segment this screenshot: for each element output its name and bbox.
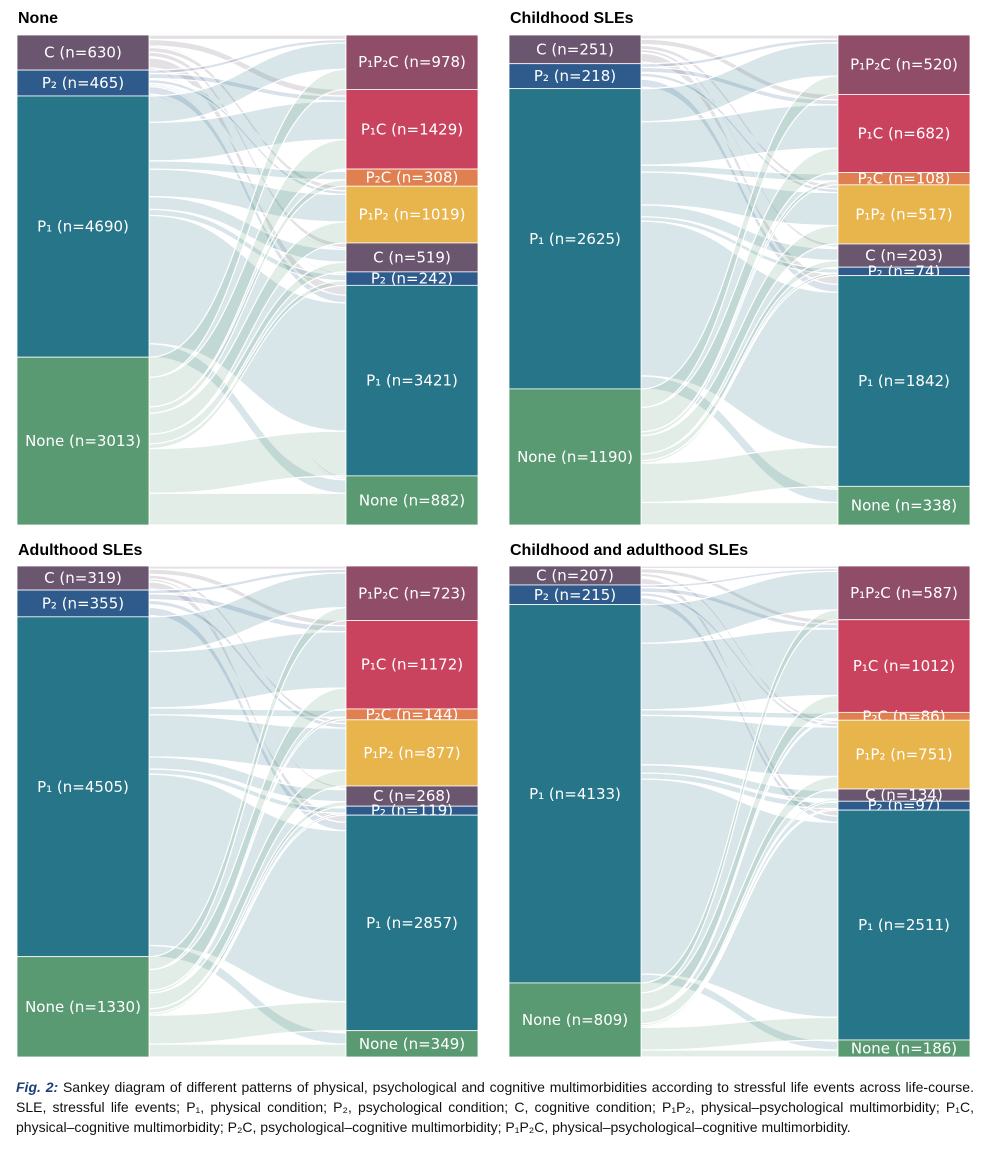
right-node-label: P₁ (n=3421) bbox=[366, 372, 458, 390]
right-node-p1 bbox=[345, 814, 479, 1032]
flow-links bbox=[148, 565, 347, 1058]
right-node-label: P₁ (n=2511) bbox=[858, 916, 950, 934]
panel-childhood-sles: Childhood SLEs C (n=251) P₂ (n=218) P₁ (n=… bbox=[508, 10, 971, 526]
left-node-none bbox=[16, 956, 150, 1058]
left-node-label: None (n=1330) bbox=[25, 998, 141, 1016]
right-node-label: P₂C (n=308) bbox=[366, 169, 459, 187]
panel-title: Childhood SLEs bbox=[510, 10, 634, 27]
left-node-label: P₂ (n=218) bbox=[534, 67, 616, 85]
flow-link bbox=[148, 1043, 347, 1058]
right-node-p1p2 bbox=[345, 185, 479, 244]
left-node-none bbox=[508, 982, 642, 1058]
flow-links bbox=[640, 34, 839, 526]
left-node-none bbox=[508, 388, 642, 526]
left-node-label: C (n=630) bbox=[44, 44, 122, 62]
left-node-label: P₁ (n=2625) bbox=[529, 230, 621, 248]
left-node-label: None (n=3013) bbox=[25, 432, 141, 450]
right-node-label: P₂C (n=108) bbox=[858, 170, 951, 188]
right-node-p1c bbox=[837, 619, 971, 713]
right-node-label: C (n=134) bbox=[865, 786, 943, 804]
right-node-p1c bbox=[345, 620, 479, 710]
left-node-none bbox=[16, 356, 150, 526]
panel-title: Adulthood SLEs bbox=[18, 542, 143, 559]
left-node-label: P₂ (n=465) bbox=[42, 74, 124, 92]
right-node-label: P₁ (n=1842) bbox=[858, 372, 950, 390]
panel-title: Childhood and adulthood SLEs bbox=[510, 542, 748, 559]
right-node-label: None (n=338) bbox=[851, 497, 957, 515]
right-node-p1p2c bbox=[837, 34, 971, 95]
flow-links bbox=[640, 565, 839, 1058]
left-node-p1 bbox=[16, 95, 150, 358]
right-node-p1p2c bbox=[345, 34, 479, 90]
caption-lead: Fig. 2: bbox=[16, 1079, 59, 1095]
right-node-label: P₁C (n=1172) bbox=[361, 656, 463, 674]
right-node-label: None (n=882) bbox=[359, 491, 465, 509]
flow-link bbox=[148, 565, 347, 570]
flow-link bbox=[640, 501, 839, 526]
right-node-label: P₁P₂C (n=978) bbox=[358, 53, 466, 71]
right-node-none bbox=[345, 1030, 479, 1058]
left-node-label: C (n=207) bbox=[536, 566, 614, 584]
right-node-label: P₁P₂C (n=520) bbox=[850, 56, 958, 74]
right-node-label: C (n=203) bbox=[865, 247, 943, 265]
left-node-p2 bbox=[16, 69, 150, 97]
left-node-label: P₂ (n=355) bbox=[42, 594, 124, 612]
right-node-label: P₁P₂ (n=751) bbox=[855, 746, 952, 764]
flow-link bbox=[148, 492, 347, 526]
left-node-label: P₁ (n=4690) bbox=[37, 218, 129, 236]
right-node-label: P₁ (n=2857) bbox=[366, 914, 458, 932]
flow-link bbox=[148, 34, 347, 41]
right-node-label: P₁P₂ (n=517) bbox=[855, 205, 952, 223]
right-node-label: P₁C (n=1429) bbox=[361, 120, 463, 138]
right-node-none bbox=[837, 485, 971, 526]
right-node-p1 bbox=[837, 809, 971, 1041]
left-node-label: None (n=1190) bbox=[517, 448, 633, 466]
left-node-p1 bbox=[508, 88, 642, 390]
right-node-label: P₁P₂ (n=1019) bbox=[359, 206, 466, 224]
panel-adulthood-sles: Adulthood SLEs C (n=319) P₂ (n=355) P₁ (n=… bbox=[16, 542, 479, 1058]
right-node-label: P₁P₂C (n=723) bbox=[358, 584, 466, 602]
right-node-p1c bbox=[837, 94, 971, 173]
right-node-label: C (n=519) bbox=[373, 248, 451, 266]
right-node-label: None (n=349) bbox=[359, 1035, 465, 1053]
panel-none: None C (n=630) P₂ (n=465) P₁ (n=4690) None … bbox=[16, 10, 479, 526]
left-node-c bbox=[16, 34, 150, 71]
figure-caption: Fig. 2: Sankey diagram of different patt… bbox=[16, 1077, 974, 1137]
flow-link bbox=[640, 34, 839, 40]
left-node-label: C (n=251) bbox=[536, 40, 614, 58]
panel-title: None bbox=[18, 10, 58, 27]
right-node-label: C (n=268) bbox=[373, 787, 451, 805]
caption-text: Sankey diagram of different patterns of … bbox=[16, 1079, 974, 1135]
left-node-label: C (n=319) bbox=[44, 569, 122, 587]
right-node-p1 bbox=[345, 284, 479, 477]
left-node-label: None (n=809) bbox=[522, 1011, 628, 1029]
panel-childhood-and-adulthood-sles: Childhood and adulthood SLEs C (n=207) P₂… bbox=[508, 542, 971, 1058]
left-node-label: P₁ (n=4505) bbox=[37, 778, 129, 796]
right-node-label: P₁C (n=1012) bbox=[853, 657, 955, 675]
left-node-label: P₂ (n=215) bbox=[534, 586, 616, 604]
left-node-label: P₁ (n=4133) bbox=[529, 785, 621, 803]
right-node-label: P₁P₂C (n=587) bbox=[850, 584, 958, 602]
flow-link bbox=[640, 1049, 839, 1058]
left-node-p1 bbox=[508, 604, 642, 984]
right-node-label: P₂C (n=144) bbox=[366, 705, 459, 723]
left-node-c bbox=[16, 565, 150, 591]
flow-links bbox=[148, 34, 347, 526]
right-node-none bbox=[345, 475, 479, 526]
right-node-label: P₁P₂ (n=877) bbox=[363, 744, 460, 762]
right-node-c bbox=[345, 242, 479, 273]
right-node-none bbox=[837, 1039, 971, 1058]
sankey-figure: None C (n=630) P₂ (n=465) P₁ (n=4690) None … bbox=[16, 10, 971, 1058]
right-node-label: P₂ (n=242) bbox=[371, 270, 453, 288]
right-node-label: None (n=186) bbox=[851, 1039, 957, 1057]
flow-link bbox=[640, 565, 839, 570]
right-node-label: P₁C (n=682) bbox=[858, 124, 951, 142]
right-node-p1p2 bbox=[345, 719, 479, 787]
right-node-p1c bbox=[345, 89, 479, 170]
